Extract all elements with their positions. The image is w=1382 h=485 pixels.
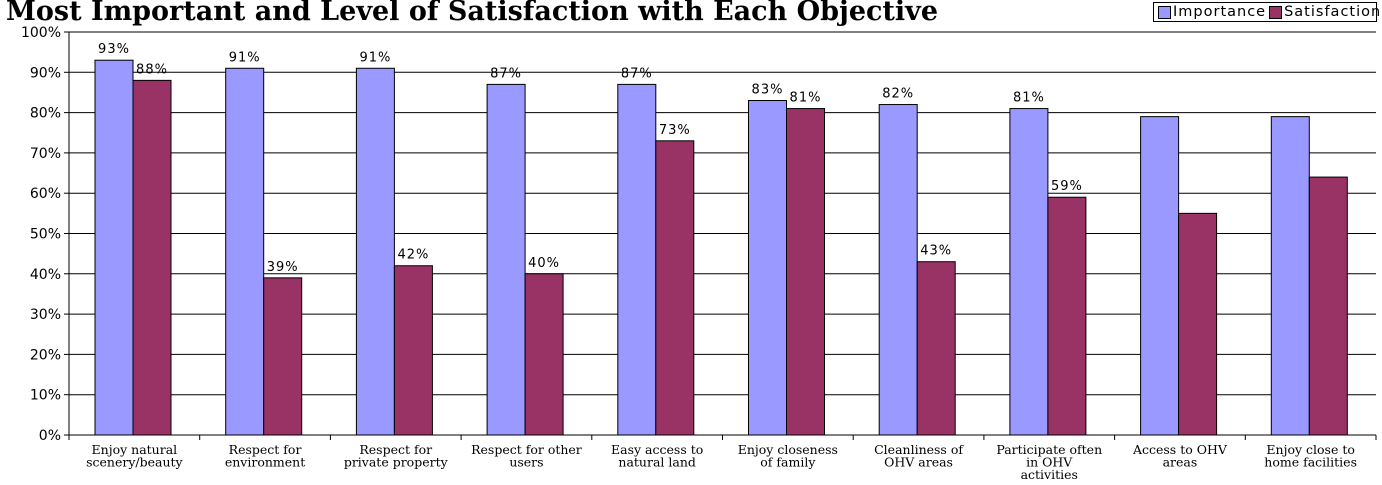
x-tick-label: activities xyxy=(1021,467,1078,482)
bar-importance xyxy=(1009,108,1049,436)
x-tick-label: home facilities xyxy=(1264,455,1357,470)
x-tick-label: Easy access to xyxy=(611,442,703,457)
y-tick-label: 10% xyxy=(30,388,61,404)
bar-importance xyxy=(225,67,265,436)
y-tick-label: 60% xyxy=(30,186,61,202)
bar-importance xyxy=(617,83,657,436)
chart-title: Most Important and Level of Satisfaction… xyxy=(6,0,939,27)
bar-satisfaction xyxy=(786,108,825,436)
bar-importance xyxy=(1140,116,1180,436)
bar-satisfaction xyxy=(524,273,564,436)
x-tick-label: Enjoy natural xyxy=(92,442,178,457)
data-label: 88% xyxy=(136,62,168,77)
bar-importance xyxy=(486,83,526,436)
legend-item-importance: Importance xyxy=(1158,4,1266,20)
data-label: 93% xyxy=(98,42,130,57)
x-tick-label: Respect for xyxy=(229,442,302,457)
y-tick-label: 0% xyxy=(39,428,61,444)
x-tick-label: Cleanliness of xyxy=(874,442,964,457)
data-label: 91% xyxy=(229,50,261,65)
data-label: 42% xyxy=(397,248,429,263)
x-tick-label: OHV areas xyxy=(884,455,953,470)
x-tick-label: Enjoy closeness xyxy=(738,442,838,457)
data-label: 81% xyxy=(790,91,822,106)
bar-satisfaction xyxy=(1047,196,1087,436)
bar-satisfaction xyxy=(132,79,172,436)
data-label: 87% xyxy=(490,66,522,81)
bar-importance xyxy=(1270,116,1310,436)
y-tick-label: 80% xyxy=(30,106,61,122)
bar-satisfaction xyxy=(916,261,956,436)
x-tick-label: Respect for other xyxy=(471,442,582,457)
bar-importance xyxy=(355,67,395,436)
x-tick-label: scenery/beauty xyxy=(86,455,183,470)
data-label: 59% xyxy=(1051,179,1083,194)
x-tick-label: of family xyxy=(760,455,816,470)
data-label: 39% xyxy=(267,260,299,275)
x-tick-label: Access to OHV xyxy=(1132,442,1228,457)
y-tick-label: 30% xyxy=(30,307,61,323)
bar-satisfaction xyxy=(1308,176,1348,436)
bar-satisfaction xyxy=(393,265,433,436)
legend-item-satisfaction: Satisfaction xyxy=(1269,4,1381,20)
x-tick-label: Participate often xyxy=(996,442,1102,457)
bar-satisfaction xyxy=(263,277,303,436)
x-tick-label: areas xyxy=(1163,455,1198,470)
bar-importance xyxy=(94,59,134,436)
y-tick-label: 40% xyxy=(30,267,61,283)
data-label: 82% xyxy=(882,87,914,102)
x-tick-label: Enjoy close to xyxy=(1266,442,1354,457)
data-label: 83% xyxy=(752,83,784,98)
y-tick-label: 70% xyxy=(30,146,61,162)
bar-importance xyxy=(748,100,787,436)
y-tick-label: 90% xyxy=(30,65,61,81)
data-label: 81% xyxy=(1013,91,1045,106)
legend: Importance Satisfaction xyxy=(1153,2,1380,22)
data-label: 87% xyxy=(621,66,653,81)
bar-importance xyxy=(878,104,918,436)
y-tick-label: 20% xyxy=(30,347,61,363)
data-label: 73% xyxy=(659,123,691,138)
x-tick-label: in OHV xyxy=(1026,455,1073,470)
x-tick-label: private property xyxy=(344,455,449,470)
legend-swatch-importance xyxy=(1158,5,1171,19)
x-tick-label: users xyxy=(509,455,543,470)
y-tick-label: 50% xyxy=(30,227,61,243)
bar-satisfaction xyxy=(1178,212,1218,436)
x-tick-label: environment xyxy=(225,455,305,470)
legend-swatch-satisfaction xyxy=(1269,5,1283,19)
y-tick-label: 100% xyxy=(21,25,61,41)
legend-label-satisfaction: Satisfaction xyxy=(1284,4,1382,20)
bar-satisfaction xyxy=(655,140,695,436)
data-label: 40% xyxy=(528,256,560,271)
data-label: 91% xyxy=(359,50,391,65)
data-label: 43% xyxy=(920,244,952,259)
x-tick-label: Respect for xyxy=(359,442,432,457)
x-tick-label: natural land xyxy=(618,455,695,470)
legend-label-importance: Importance xyxy=(1173,4,1267,20)
